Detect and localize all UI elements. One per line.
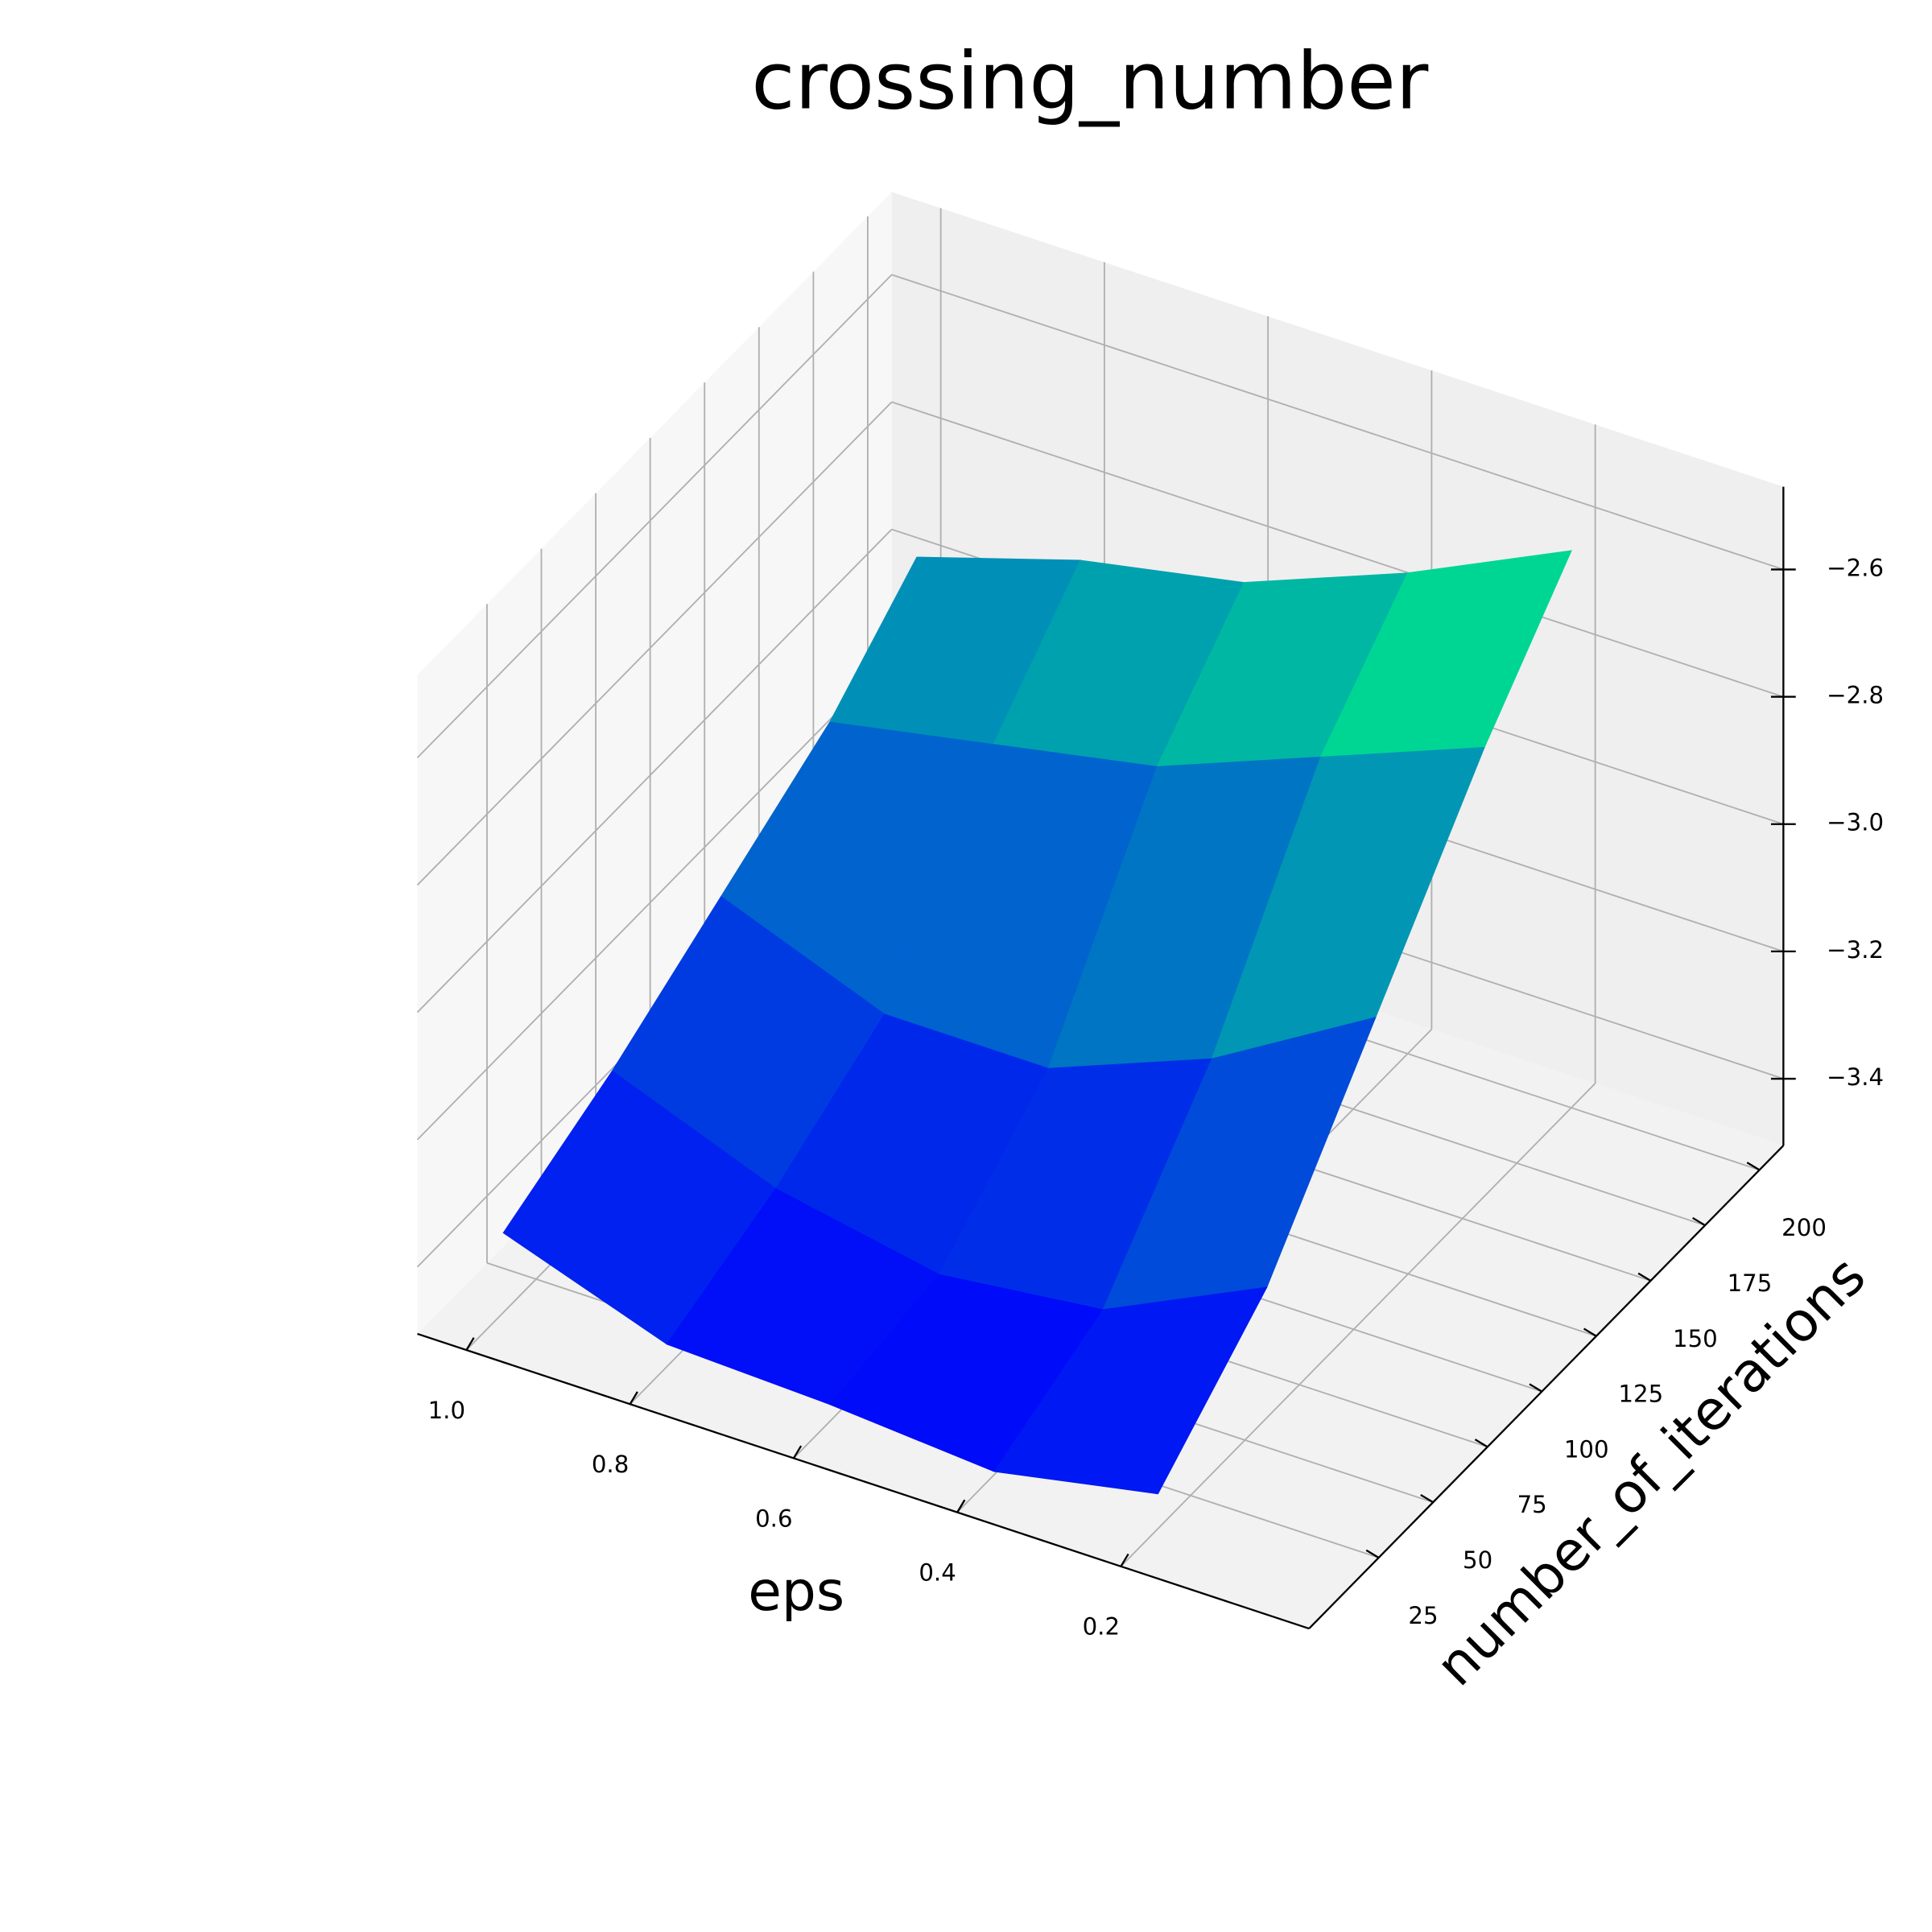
z-tick-label: −3.0 — [1827, 809, 1884, 836]
z-tick-label: −3.2 — [1827, 936, 1884, 964]
surface-patch — [993, 1286, 1268, 1495]
tick-mark — [792, 1445, 803, 1459]
y-tick-label: 150 — [1673, 1325, 1718, 1352]
y-tick-label: 175 — [1728, 1269, 1773, 1297]
grid-line — [1120, 1083, 1596, 1567]
z-tick-label: −3.4 — [1827, 1063, 1884, 1091]
x-tick-label: 0.4 — [919, 1559, 956, 1587]
grid-line — [891, 401, 1784, 698]
tick-mark — [1692, 1216, 1706, 1227]
y-tick-label: 75 — [1517, 1491, 1547, 1518]
grid-line — [416, 656, 893, 1141]
y-tick-label: 50 — [1463, 1546, 1492, 1574]
tick-mark — [1120, 1553, 1129, 1567]
tick-mark — [1746, 1162, 1761, 1171]
x-tick-label: 0.6 — [755, 1505, 792, 1532]
grid-line — [416, 528, 893, 1013]
grid-line — [416, 401, 893, 886]
grid-line — [891, 274, 1784, 571]
axis-line — [417, 1332, 1310, 1630]
x-tick-label: 1.0 — [428, 1397, 465, 1424]
y-tick-label: 25 — [1408, 1602, 1438, 1629]
y-tick-label: 125 — [1618, 1381, 1663, 1408]
x-axis-label: eps — [748, 1559, 844, 1623]
axis-line — [1308, 1145, 1785, 1629]
x-tick-label: 0.2 — [1083, 1613, 1120, 1641]
x-tick-label: 0.8 — [592, 1451, 629, 1478]
tick-mark — [1529, 1383, 1542, 1393]
pane-left — [417, 192, 892, 1334]
tick-mark — [465, 1337, 475, 1351]
z-tick-label: −2.8 — [1827, 682, 1884, 709]
y-tick-label: 200 — [1781, 1214, 1827, 1241]
tick-mark — [629, 1391, 638, 1405]
z-tick-label: −2.6 — [1827, 554, 1884, 581]
tick-mark — [1583, 1327, 1597, 1337]
tick-mark — [1474, 1439, 1488, 1448]
tick-mark — [1365, 1549, 1380, 1558]
tick-mark — [1637, 1272, 1652, 1282]
tick-mark — [956, 1499, 966, 1513]
chart-title: crossing_number — [751, 36, 1429, 128]
grid-line — [416, 274, 893, 758]
y-tick-label: 100 — [1564, 1435, 1609, 1463]
tick-mark — [1420, 1493, 1434, 1504]
